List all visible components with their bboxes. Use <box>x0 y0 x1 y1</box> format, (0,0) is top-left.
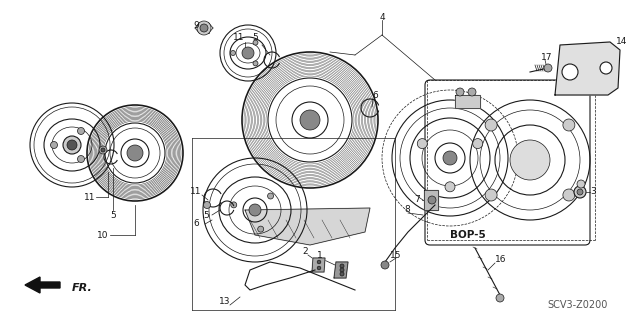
Polygon shape <box>245 208 370 245</box>
Circle shape <box>443 151 457 165</box>
Circle shape <box>197 21 211 35</box>
Circle shape <box>101 148 105 152</box>
Circle shape <box>428 196 436 204</box>
Polygon shape <box>312 258 325 272</box>
Text: 14: 14 <box>616 38 628 47</box>
Circle shape <box>496 294 504 302</box>
Circle shape <box>485 189 497 201</box>
Circle shape <box>231 202 237 208</box>
Text: 3: 3 <box>590 188 596 197</box>
Circle shape <box>67 140 77 150</box>
Polygon shape <box>555 42 620 95</box>
Circle shape <box>127 145 143 161</box>
Circle shape <box>600 62 612 74</box>
Polygon shape <box>25 277 60 293</box>
Text: 8: 8 <box>404 205 410 214</box>
Circle shape <box>468 88 476 96</box>
Text: BOP-5: BOP-5 <box>450 230 486 240</box>
Circle shape <box>200 24 208 32</box>
Circle shape <box>340 264 344 268</box>
Circle shape <box>574 186 586 198</box>
Circle shape <box>242 47 254 59</box>
Text: FR.: FR. <box>72 283 93 293</box>
Circle shape <box>77 156 84 162</box>
Text: 11: 11 <box>190 188 202 197</box>
Text: 5: 5 <box>252 33 258 42</box>
Circle shape <box>99 146 107 154</box>
Text: 11: 11 <box>233 33 244 42</box>
Circle shape <box>485 119 497 131</box>
Text: 15: 15 <box>390 250 401 259</box>
Text: 1: 1 <box>317 250 323 259</box>
Text: 6: 6 <box>193 219 199 228</box>
Circle shape <box>317 260 321 264</box>
Circle shape <box>340 272 344 276</box>
Circle shape <box>417 138 428 149</box>
Circle shape <box>77 128 84 135</box>
Circle shape <box>253 61 258 66</box>
Circle shape <box>577 189 583 195</box>
Text: SCV3-Z0200: SCV3-Z0200 <box>548 300 608 310</box>
Polygon shape <box>334 262 348 278</box>
Text: 5: 5 <box>110 211 116 219</box>
Polygon shape <box>424 190 438 210</box>
Circle shape <box>300 110 320 130</box>
Circle shape <box>253 40 258 45</box>
Circle shape <box>258 226 264 232</box>
Polygon shape <box>455 95 480 108</box>
Text: 9: 9 <box>193 20 199 29</box>
Text: 11: 11 <box>84 192 96 202</box>
Text: 4: 4 <box>379 12 385 21</box>
Text: 17: 17 <box>541 53 553 62</box>
Text: 16: 16 <box>495 256 506 264</box>
Circle shape <box>563 119 575 131</box>
Text: 7: 7 <box>414 196 420 204</box>
Circle shape <box>510 140 550 180</box>
Circle shape <box>268 193 273 199</box>
Circle shape <box>577 180 585 188</box>
Circle shape <box>230 50 236 56</box>
Circle shape <box>544 64 552 72</box>
Text: 2: 2 <box>302 248 308 256</box>
FancyBboxPatch shape <box>425 80 590 245</box>
Circle shape <box>381 261 389 269</box>
Text: 10: 10 <box>97 231 109 240</box>
Circle shape <box>204 202 211 209</box>
Circle shape <box>562 64 578 80</box>
Circle shape <box>317 266 321 270</box>
Circle shape <box>563 189 575 201</box>
Text: 5: 5 <box>203 211 209 219</box>
Text: 6: 6 <box>372 91 378 100</box>
Circle shape <box>51 142 58 149</box>
Circle shape <box>473 138 483 149</box>
Circle shape <box>63 136 81 154</box>
Text: 13: 13 <box>220 298 231 307</box>
Circle shape <box>340 268 344 272</box>
Circle shape <box>445 182 455 192</box>
Circle shape <box>249 204 261 216</box>
Circle shape <box>456 88 464 96</box>
